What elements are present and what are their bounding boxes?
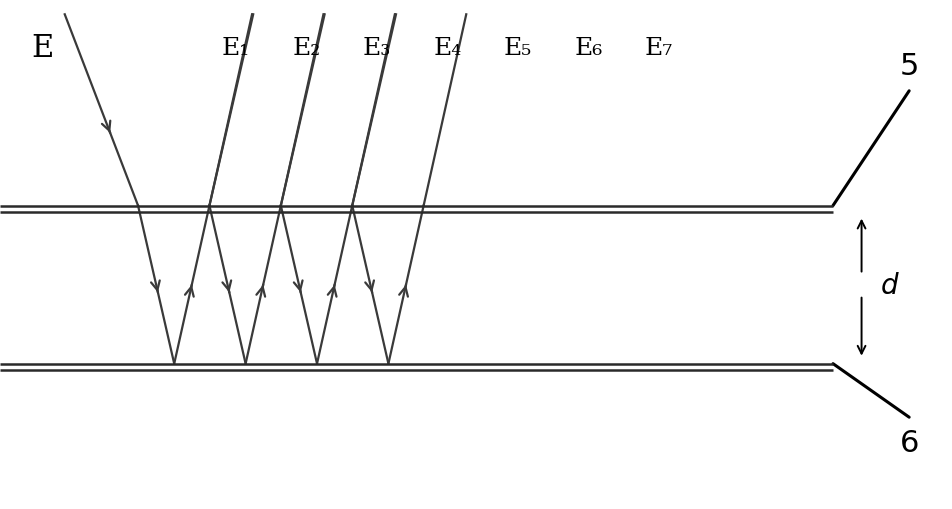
Text: $d$: $d$ bbox=[881, 271, 900, 299]
Text: E₄: E₄ bbox=[433, 37, 462, 60]
Text: E₇: E₇ bbox=[645, 37, 673, 60]
Text: E₃: E₃ bbox=[363, 37, 391, 60]
Text: E: E bbox=[31, 33, 54, 64]
Text: E₅: E₅ bbox=[504, 37, 532, 60]
Text: 6: 6 bbox=[900, 429, 919, 457]
Text: E₁: E₁ bbox=[222, 37, 250, 60]
Text: E₂: E₂ bbox=[292, 37, 321, 60]
Text: E₆: E₆ bbox=[574, 37, 603, 60]
Text: 5: 5 bbox=[900, 52, 919, 80]
